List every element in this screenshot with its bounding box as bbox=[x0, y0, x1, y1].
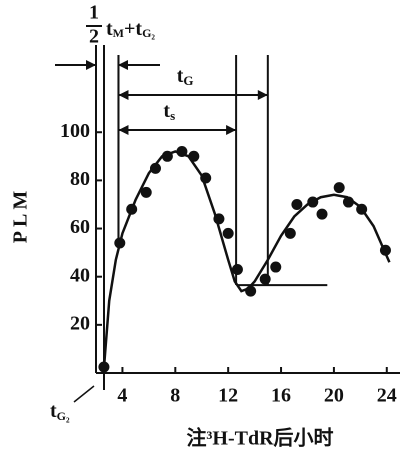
sub: G₂ bbox=[142, 26, 155, 40]
data-point bbox=[176, 145, 188, 157]
data-point bbox=[98, 361, 110, 373]
data-point bbox=[161, 150, 173, 162]
data-point bbox=[284, 227, 296, 239]
y-tick-label: 40 bbox=[70, 264, 90, 286]
data-point bbox=[149, 162, 161, 174]
x-tick-label: 12 bbox=[218, 385, 238, 407]
data-point bbox=[231, 263, 243, 275]
annotation-label: tG bbox=[177, 65, 194, 88]
t: t bbox=[106, 18, 113, 40]
data-point bbox=[307, 196, 319, 208]
data-point bbox=[333, 182, 345, 194]
y-axis-label: PLM bbox=[10, 187, 32, 243]
t: t bbox=[50, 400, 57, 422]
fraction-denominator: 2 bbox=[89, 26, 99, 48]
bottom-label: tG₂ bbox=[50, 400, 70, 423]
arrow-head bbox=[86, 60, 96, 70]
arrow-head bbox=[118, 60, 128, 70]
sub: G₂ bbox=[57, 409, 70, 423]
arrow-head bbox=[118, 90, 129, 100]
x-axis-label: 注³H-TdR后小时 bbox=[186, 426, 333, 450]
data-point bbox=[114, 237, 126, 249]
data-point bbox=[342, 196, 354, 208]
annotation-t: t bbox=[163, 100, 170, 122]
pointer bbox=[73, 385, 95, 403]
data-point bbox=[140, 186, 152, 198]
arrow-head bbox=[257, 90, 268, 100]
y-tick-label: 100 bbox=[60, 120, 90, 142]
fit-curve bbox=[102, 150, 391, 369]
x-tick-label: 24 bbox=[377, 385, 397, 407]
y-tick-label: 60 bbox=[70, 216, 90, 238]
annotation-label: ts bbox=[163, 100, 175, 123]
annotation-t: t bbox=[177, 65, 184, 87]
x-tick-label: 4 bbox=[117, 385, 127, 407]
data-point bbox=[245, 285, 257, 297]
data-point bbox=[200, 172, 212, 184]
x-tick-label: 8 bbox=[170, 385, 180, 407]
sub: M bbox=[113, 26, 124, 40]
data-point bbox=[259, 273, 271, 285]
data-point bbox=[270, 261, 282, 273]
x-tick-label: 20 bbox=[324, 385, 344, 407]
y-tick-label: 80 bbox=[70, 168, 90, 190]
data-point bbox=[213, 213, 225, 225]
arrow-head bbox=[226, 125, 237, 135]
x-tick-label: 16 bbox=[271, 385, 291, 407]
data-point bbox=[222, 227, 234, 239]
data-point bbox=[126, 203, 138, 215]
data-point bbox=[356, 203, 368, 215]
arrow-head bbox=[118, 125, 129, 135]
data-point bbox=[316, 208, 328, 220]
data-point bbox=[188, 150, 200, 162]
top-label: tM+tG₂ bbox=[106, 18, 155, 40]
fraction-numerator: 1 bbox=[89, 2, 99, 24]
annotation-sub: G bbox=[183, 73, 193, 88]
data-point bbox=[291, 198, 303, 210]
t: +t bbox=[124, 18, 142, 40]
y-tick-label: 20 bbox=[70, 312, 90, 334]
annotation-sub: s bbox=[170, 108, 175, 123]
data-point bbox=[379, 244, 391, 256]
